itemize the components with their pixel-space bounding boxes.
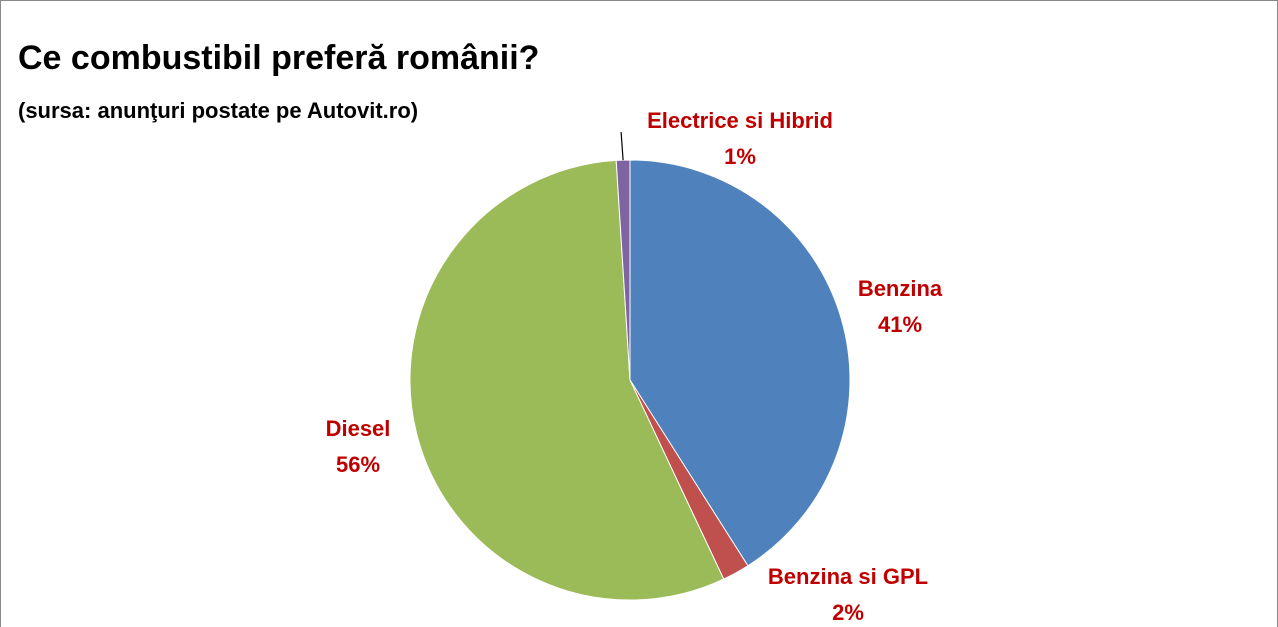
data-label-name: Diesel	[326, 416, 391, 441]
data-label-value: 1%	[724, 144, 756, 169]
data-label-name: Benzina	[858, 276, 943, 301]
pie-slice	[409, 159, 725, 601]
leader-line	[620, 131, 624, 161]
data-label-value: 2%	[832, 600, 864, 625]
chart-subtitle: (sursa: anunţuri postate pe Autovit.ro)	[18, 98, 418, 123]
data-label-value: 41%	[878, 312, 922, 337]
chart-title: Ce combustibil preferă românii?	[18, 39, 539, 77]
pie-slice	[629, 159, 851, 567]
data-label-name: Electrice si Hibrid	[647, 108, 833, 133]
data-label-value: 56%	[336, 452, 380, 477]
data-label-name: Benzina si GPL	[768, 564, 928, 589]
